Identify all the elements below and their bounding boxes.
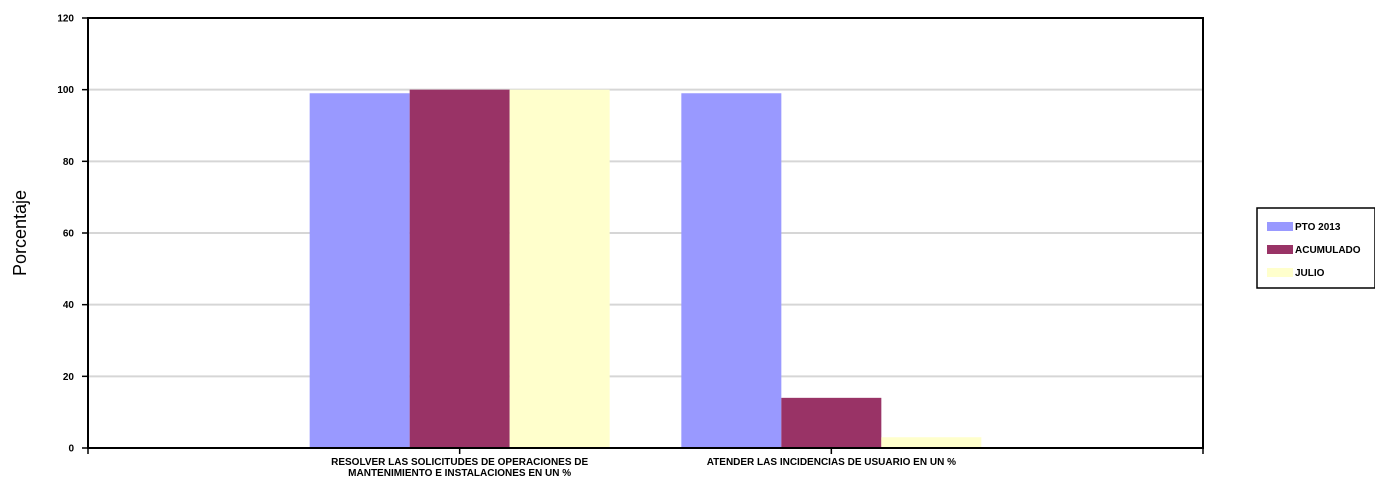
x-category-labels: RESOLVER LAS SOLICITUDES DE OPERACIONES …	[331, 457, 956, 477]
bars	[309, 89, 982, 449]
axes	[82, 17, 1204, 454]
y-tick-label: 60	[63, 229, 75, 240]
x-category-label: ATENDER LAS INCIDENCIAS DE USUARIO EN UN…	[707, 457, 956, 468]
x-category-label: RESOLVER LAS SOLICITUDES DE OPERACIONES …	[331, 457, 588, 477]
y-tick-label: 40	[63, 300, 75, 311]
legend-label: ACUMULADO	[1295, 245, 1361, 256]
legend-swatch	[1267, 245, 1293, 254]
y-tick-label: 20	[63, 372, 75, 383]
y-axis-label: Porcentaje	[10, 190, 30, 276]
legend-label: PTO 2013	[1295, 222, 1341, 233]
bar	[681, 93, 782, 448]
legend-swatch	[1267, 268, 1293, 277]
bar	[509, 89, 610, 449]
legend: PTO 2013 ACUMULADO JULIO	[1256, 207, 1375, 289]
bar	[409, 89, 510, 449]
legend-label: JULIO	[1295, 268, 1325, 279]
y-tick-label: 120	[57, 14, 74, 25]
legend-swatch	[1267, 222, 1293, 231]
bar	[309, 93, 410, 448]
y-tick-labels: 0 20 40 60 80 100 120	[57, 14, 74, 455]
y-tick-label: 0	[68, 444, 74, 455]
bar	[781, 397, 882, 448]
plot-frame	[87, 17, 1204, 449]
bar	[881, 437, 982, 448]
gridlines	[88, 88, 1203, 378]
y-tick-label: 80	[63, 157, 75, 168]
y-tick-label: 100	[57, 85, 74, 96]
